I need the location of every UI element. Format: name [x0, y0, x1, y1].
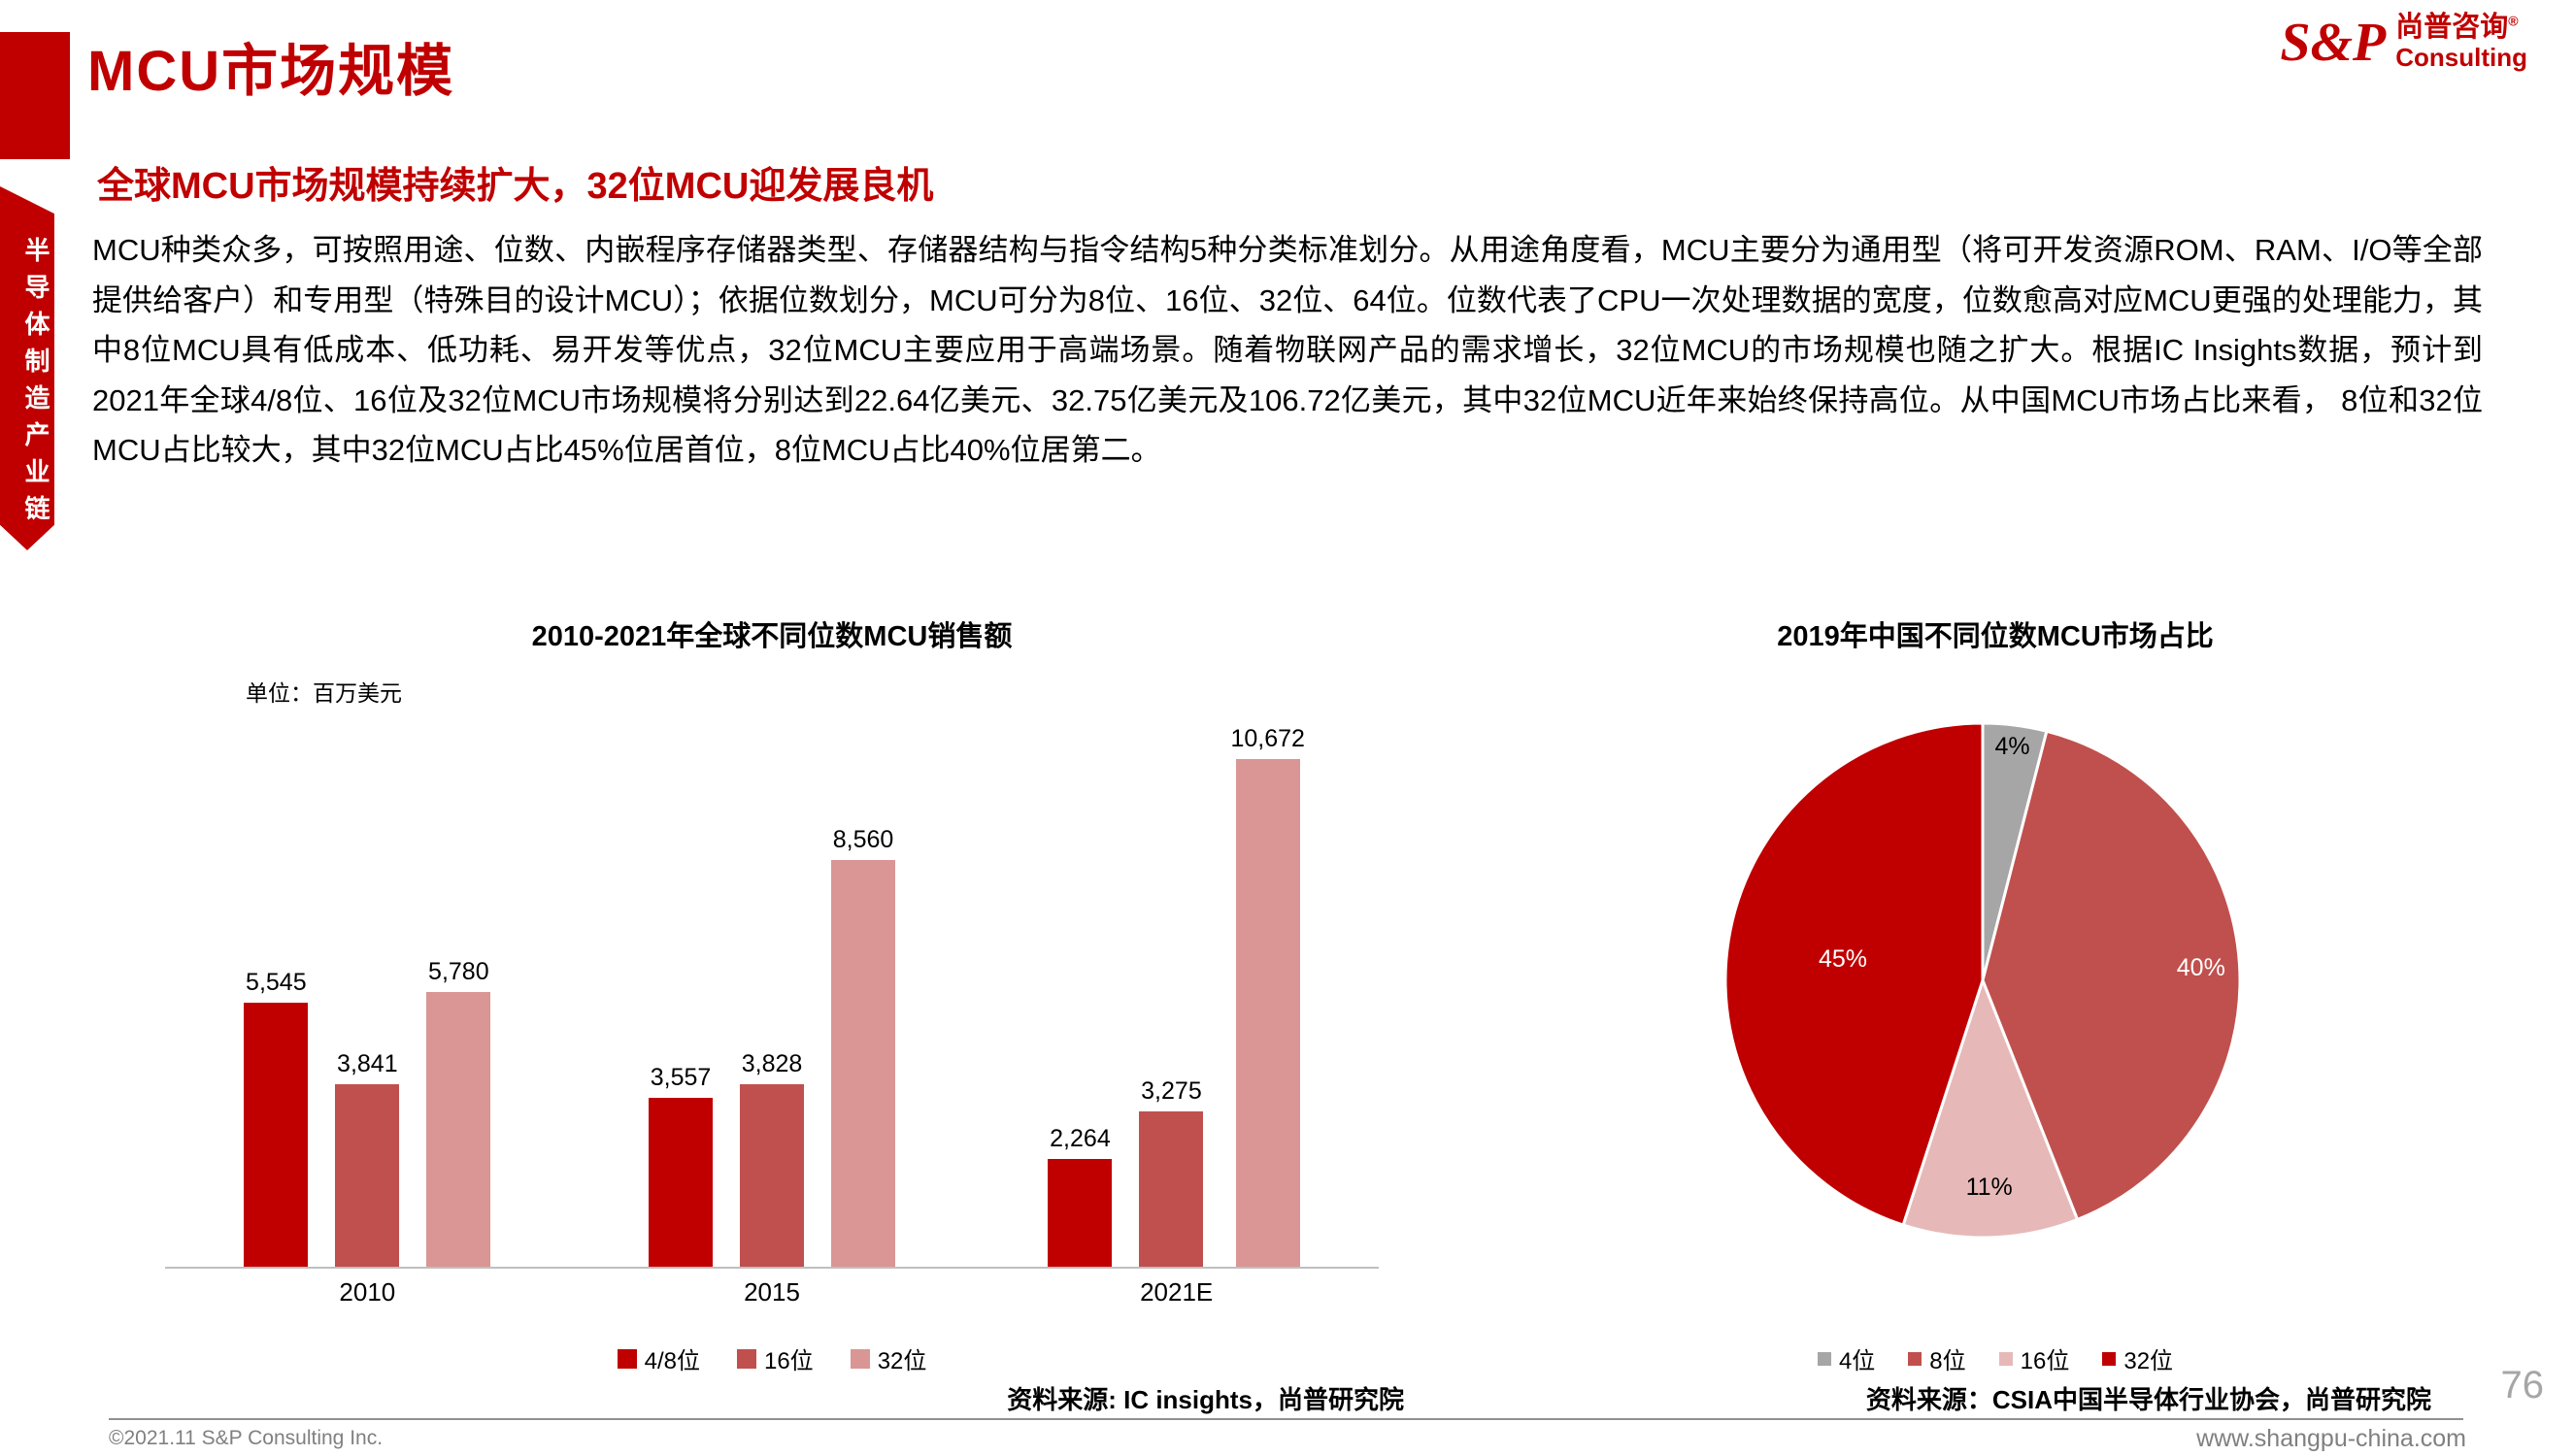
- bar-value-label: 3,557: [650, 1064, 712, 1091]
- bar-chart-title: 2010-2021年全球不同位数MCU销售额: [531, 621, 1013, 652]
- legend-swatch: [617, 1348, 637, 1369]
- bar-rect: [831, 860, 895, 1267]
- legend-swatch: [1998, 1351, 2013, 1366]
- x-axis-label-2021E: 2021E: [1140, 1277, 1214, 1307]
- bar-32位-2021E: 10,672: [1230, 725, 1305, 1267]
- pie-slice-label: 45%: [1819, 945, 1867, 973]
- x-axis-label-2015: 2015: [744, 1277, 800, 1307]
- bar-rect: [426, 992, 491, 1267]
- legend-swatch: [1908, 1351, 1922, 1366]
- pie-slice-label: 11%: [1966, 1174, 2013, 1201]
- bar-16位-2021E: 3,275: [1139, 1077, 1204, 1267]
- bar-group-2010: 5,545 3,841 5,780: [165, 723, 570, 1267]
- legend-label: 16位: [763, 1348, 814, 1374]
- bar-value-label: 5,545: [246, 969, 307, 996]
- bar-group-2015: 3,557 3,828 8,560: [570, 723, 975, 1267]
- legend-item-4/8位: 4/8位: [617, 1341, 700, 1375]
- bar-4/8位-2010: 5,545: [244, 969, 309, 1267]
- pie-slice-16位: [1901, 976, 2080, 1240]
- bar-4/8位-2015: 3,557: [649, 1064, 713, 1267]
- bar-chart-source: 资料来源: IC insights，尚普研究院: [1007, 1385, 1404, 1414]
- body-paragraph: MCU种类众多，可按照用途、位数、内嵌程序存储器类型、存储器结构与指令结构5种分…: [92, 233, 2483, 467]
- bar-chart-unit-label: 单位：百万美元: [246, 680, 402, 706]
- pie-slice-label: 4%: [1995, 733, 2030, 760]
- pie-chart-svg: 4% 40% 11% 45%: [1723, 721, 2242, 1240]
- footer-divider: [109, 1418, 2463, 1420]
- bar-value-label: 10,672: [1230, 725, 1305, 752]
- legend-item-4位: 4位: [1817, 1341, 1876, 1375]
- x-axis-label-2010: 2010: [339, 1277, 396, 1307]
- pie-chart-legend: 4位 8位 16位 32位: [1694, 1341, 2296, 1375]
- bar-rect: [649, 1098, 713, 1267]
- page-title: MCU市场规模: [87, 40, 455, 103]
- bar-value-label: 2,264: [1050, 1125, 1111, 1152]
- company-logo: S&P 尚普咨询® Consulting: [2280, 12, 2527, 73]
- legend-label: 4位: [1838, 1348, 1876, 1374]
- legend-swatch: [736, 1348, 756, 1369]
- legend-item-8位: 8位: [1908, 1341, 1966, 1375]
- bar-rect: [1139, 1111, 1204, 1267]
- legend-label: 8位: [1929, 1348, 1966, 1374]
- bar-rect: [1048, 1159, 1113, 1267]
- pie-chart-plot: 4% 40% 11% 45%: [1711, 709, 2255, 1252]
- bar-rect: [1235, 759, 1300, 1267]
- bar-value-label: 3,275: [1141, 1077, 1202, 1105]
- bar-value-label: 5,780: [428, 958, 489, 985]
- page-subtitle: 全球MCU市场规模持续扩大，32位MCU迎发展良机: [97, 166, 934, 207]
- bar-rect: [335, 1084, 400, 1267]
- chapter-ribbon-label: 半导体制造产业链: [21, 237, 50, 532]
- pie-slice-32位: [1723, 721, 1985, 1227]
- bar-4/8位-2021E: 2,264: [1048, 1125, 1113, 1267]
- legend-item-32位: 32位: [2102, 1341, 2173, 1375]
- bar-value-label: 3,828: [741, 1050, 803, 1077]
- bar-chart-x-labels: 2010 2015 2021E: [165, 1277, 1379, 1307]
- page-number: 76: [2500, 1364, 2545, 1406]
- bar-value-label: 8,560: [832, 826, 894, 853]
- pie-slice-8位: [1981, 729, 2242, 1222]
- pie-chart-source: 资料来源：CSIA中国半导体行业协会，尚普研究院: [1865, 1385, 2431, 1414]
- bar-rect: [244, 1003, 309, 1267]
- bar-group-2021E: 2,264 3,275 10,672: [974, 723, 1379, 1267]
- legend-swatch: [2102, 1351, 2117, 1366]
- legend-label: 16位: [2020, 1348, 2070, 1374]
- bar-chart-legend: 4/8位 16位 32位: [165, 1341, 1379, 1375]
- legend-item-16位: 16位: [736, 1341, 814, 1375]
- bar-value-label: 3,841: [337, 1050, 398, 1077]
- registered-mark: ®: [2508, 13, 2519, 29]
- bar-chart-plot: 5,545 3,841 5,780 3,557 3,828 8,560 2,264 3,275…: [165, 723, 1379, 1269]
- legend-label: 4/8位: [644, 1348, 700, 1374]
- bar-16位-2015: 3,828: [740, 1050, 804, 1267]
- bar-32位-2010: 5,780: [426, 958, 491, 1267]
- legend-label: 32位: [2123, 1348, 2174, 1374]
- logo-consulting-text: Consulting: [2395, 43, 2527, 73]
- legend-swatch: [850, 1348, 870, 1369]
- bar-rect: [740, 1084, 804, 1267]
- legend-label: 32位: [877, 1348, 927, 1374]
- corner-red-square: [0, 32, 70, 159]
- logo-chinese-name: 尚普咨询®: [2395, 12, 2519, 43]
- bar-32位-2015: 8,560: [831, 826, 895, 1267]
- pie-chart-title: 2019年中国不同位数MCU市场占比: [1777, 621, 2214, 652]
- logo-sp-text: S&P: [2280, 12, 2387, 73]
- pie-slice-label: 40%: [2177, 954, 2225, 981]
- footer-website: www.shangpu-china.com: [2196, 1425, 2466, 1452]
- footer-copyright: ©2021.11 S&P Consulting Inc.: [109, 1427, 384, 1449]
- legend-item-32位: 32位: [850, 1341, 927, 1375]
- legend-item-16位: 16位: [1998, 1341, 2070, 1375]
- bar-16位-2010: 3,841: [335, 1050, 400, 1267]
- legend-swatch: [1817, 1351, 1831, 1366]
- chapter-ribbon: 半导体制造产业链: [0, 186, 54, 550]
